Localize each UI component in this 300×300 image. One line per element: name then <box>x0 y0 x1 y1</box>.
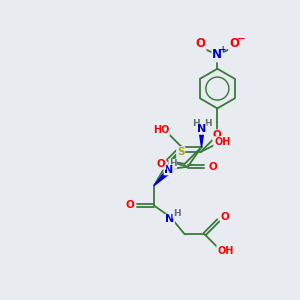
Text: O: O <box>229 38 239 50</box>
Text: H: H <box>173 209 181 218</box>
Text: N: N <box>212 48 222 62</box>
Text: O: O <box>157 159 165 169</box>
Polygon shape <box>154 167 173 186</box>
Text: O: O <box>213 130 222 140</box>
Text: −: − <box>237 34 245 44</box>
Text: H: H <box>169 159 177 168</box>
Text: N: N <box>165 214 174 224</box>
Polygon shape <box>199 127 205 147</box>
Text: +: + <box>219 45 225 54</box>
Text: H: H <box>192 119 200 128</box>
Text: O: O <box>196 38 206 50</box>
Text: O: O <box>221 212 230 222</box>
Text: O: O <box>126 200 135 211</box>
Text: OH: OH <box>214 137 230 147</box>
Text: H: H <box>204 119 211 128</box>
Text: OH: OH <box>217 246 233 256</box>
Text: HO: HO <box>153 125 169 135</box>
Text: N: N <box>164 165 173 175</box>
Text: O: O <box>208 162 217 172</box>
Text: S: S <box>177 147 184 157</box>
Text: N: N <box>197 124 206 134</box>
